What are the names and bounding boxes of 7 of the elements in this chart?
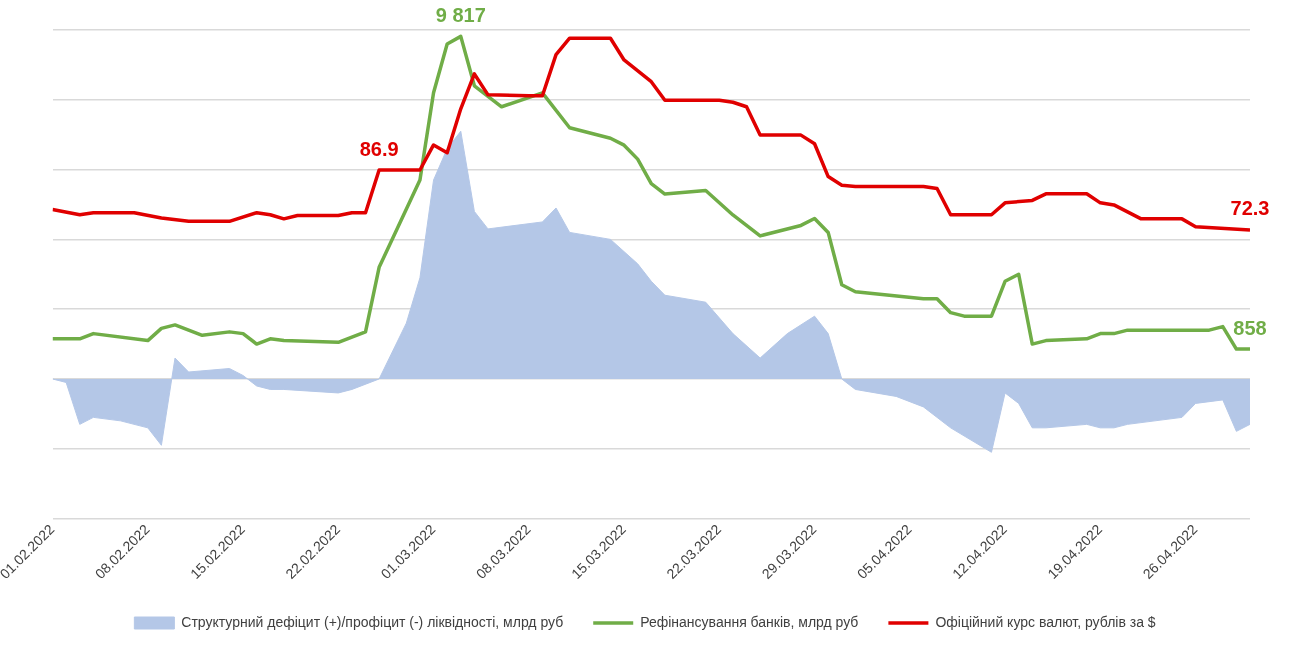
legend-label: Структурний дефіцит (+)/профіцит (-) ліквідності, млрд руб [181, 613, 564, 630]
data-label: 72.3 [1230, 197, 1270, 220]
data-label: 86.9 [359, 137, 399, 160]
legend-label: Офіційний курс валют, рублів за $ [935, 613, 1156, 630]
data-label: 9 817 [435, 3, 486, 26]
data-label: 858 [1233, 316, 1267, 339]
legend-label: Рефінансування банків, млрд руб [640, 613, 859, 630]
